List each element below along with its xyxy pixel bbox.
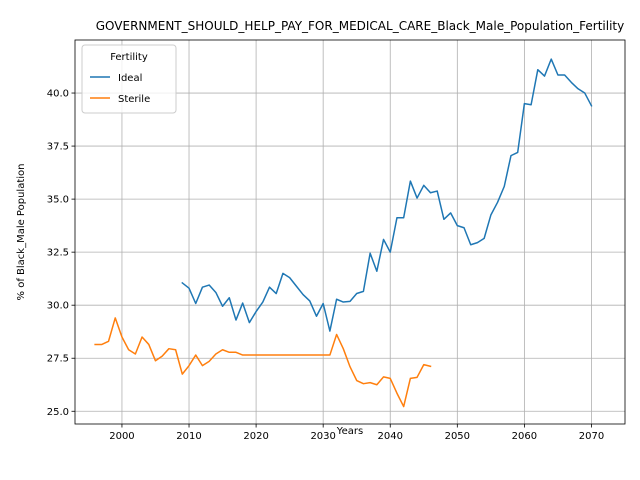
legend-title: Fertility xyxy=(110,52,148,63)
y-tick-label: 30.0 xyxy=(47,301,69,312)
y-tick-label: 40.0 xyxy=(47,89,69,100)
x-tick-label: 2060 xyxy=(512,431,537,442)
x-tick-label: 2030 xyxy=(310,431,335,442)
x-tick-label: 2020 xyxy=(243,431,268,442)
y-tick-label: 35.0 xyxy=(47,195,69,206)
legend-box xyxy=(81,44,177,114)
y-tick-label: 25.0 xyxy=(47,407,69,418)
x-tick-label: 2040 xyxy=(378,431,403,442)
x-tick-label: 2000 xyxy=(109,431,134,442)
chart-title: GOVERNMENT_SHOULD_HELP_PAY_FOR_MEDICAL_C… xyxy=(96,19,624,33)
series-lines xyxy=(94,58,593,408)
x-tick-label: 2050 xyxy=(445,431,470,442)
grid xyxy=(75,40,625,424)
x-tick-label: 2070 xyxy=(579,431,604,442)
legend-label-sterile: Sterile xyxy=(118,94,150,105)
series-line-sterile xyxy=(94,317,432,408)
legend: Fertility Ideal Sterile xyxy=(81,44,177,114)
y-tick-label: 37.5 xyxy=(47,142,69,153)
plot-area-frame xyxy=(74,39,626,425)
x-tick-label: 2010 xyxy=(176,431,201,442)
y-tick-label: 27.5 xyxy=(47,354,69,365)
y-axis-label: % of Black_Male Population xyxy=(16,164,27,301)
series-line-ideal xyxy=(181,58,593,332)
x-axis-label: Years xyxy=(336,426,363,437)
y-tick-label: 32.5 xyxy=(47,248,69,259)
legend-label-ideal: Ideal xyxy=(118,73,142,84)
axis-ticks: 2000 2010 2020 2030 2040 2050 2060 2070 25.0 27.5… xyxy=(47,89,604,442)
